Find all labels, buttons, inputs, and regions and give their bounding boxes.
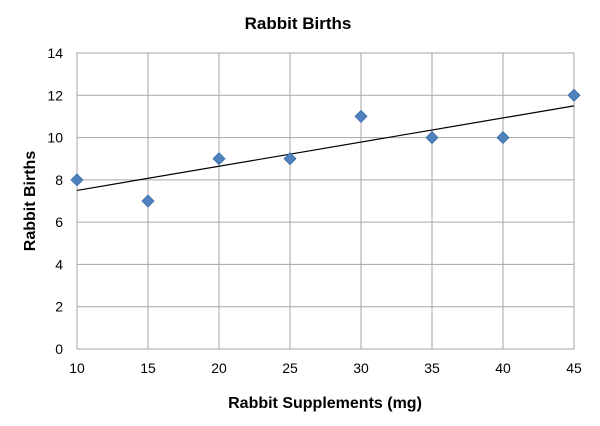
chart-title: Rabbit Births <box>245 14 352 33</box>
plot-frame <box>76 52 575 350</box>
data-point <box>212 152 226 166</box>
y-tick-label: 8 <box>55 172 63 188</box>
data-point <box>70 173 84 187</box>
x-tick-labels: 10 15 20 25 30 35 40 45 <box>69 360 582 376</box>
y-tick-labels: 0 2 4 6 8 10 12 14 <box>47 45 63 357</box>
x-tick-label: 25 <box>282 360 298 376</box>
grid <box>76 52 575 350</box>
x-tick-label: 35 <box>424 360 440 376</box>
data-point <box>567 88 581 102</box>
x-tick-label: 15 <box>140 360 156 376</box>
y-tick-label: 0 <box>55 341 63 357</box>
x-axis-label: Rabbit Supplements (mg) <box>228 395 422 412</box>
x-tick-label: 30 <box>353 360 369 376</box>
data-point <box>283 152 297 166</box>
data-point <box>496 131 510 145</box>
data-point <box>141 194 155 208</box>
x-tick-label: 45 <box>566 360 582 376</box>
trendline <box>76 105 575 192</box>
data-point <box>425 131 439 145</box>
data-points <box>70 88 581 208</box>
x-tick-label: 40 <box>495 360 511 376</box>
y-tick-label: 10 <box>47 130 63 146</box>
y-tick-label: 14 <box>47 45 63 61</box>
y-tick-label: 2 <box>55 299 63 315</box>
x-tick-label: 20 <box>211 360 227 376</box>
y-tick-label: 6 <box>55 214 63 230</box>
y-axis-label: Rabbit Births <box>22 151 39 252</box>
y-tick-label: 4 <box>55 256 63 272</box>
data-point <box>354 109 368 123</box>
x-tick-label: 10 <box>69 360 85 376</box>
trendline-group <box>76 105 575 192</box>
y-tick-label: 12 <box>47 87 63 103</box>
